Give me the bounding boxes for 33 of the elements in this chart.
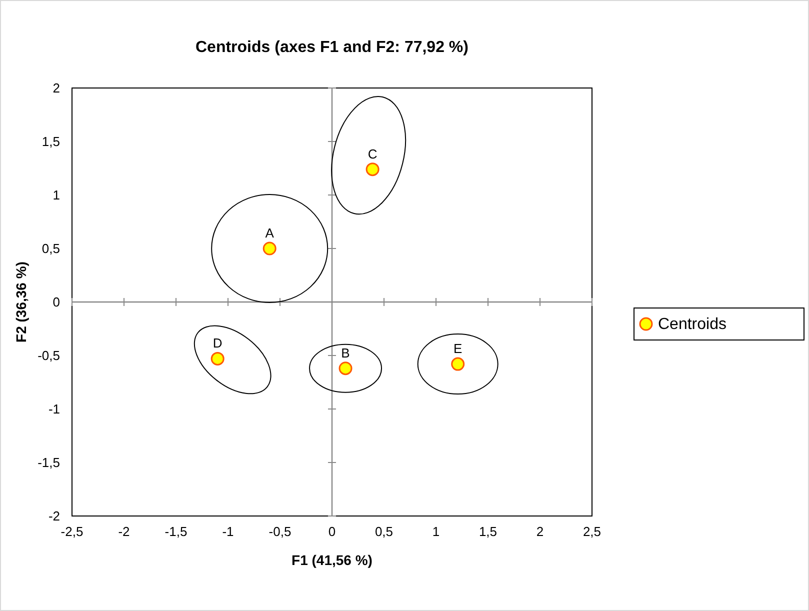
point xyxy=(366,162,380,176)
x-tick-label: 2,5 xyxy=(582,524,602,539)
point xyxy=(338,362,352,376)
x-tick-label: -0,5 xyxy=(268,524,292,539)
y-tick-label: 0 xyxy=(52,294,60,310)
x-axis-title: F1 (41,56 %) xyxy=(292,552,372,568)
annotation: C xyxy=(368,146,378,162)
point xyxy=(451,357,465,371)
x-tick-label: 2 xyxy=(536,524,544,539)
y-tick-label: 0,5 xyxy=(42,241,60,256)
legend-label: Centroids xyxy=(658,316,726,333)
x-tick-label: 0 xyxy=(328,524,336,539)
x-tick-label: 1,5 xyxy=(478,524,498,539)
x-tick-label: 0,5 xyxy=(374,524,394,539)
y-tick-label: 1 xyxy=(52,188,60,202)
y-tick-label: -0,5 xyxy=(38,348,60,363)
x-tick-label: -1 xyxy=(222,524,234,539)
y-axis-title: F2 (36,36 %) xyxy=(13,262,29,342)
x-tick-label: -1,5 xyxy=(164,524,188,539)
y-tick-label: -2 xyxy=(48,508,60,524)
y-tick-label: -1 xyxy=(48,402,60,416)
annotation: E xyxy=(454,341,463,356)
x-tick-label: 1 xyxy=(432,524,440,539)
y-tick-label: 1,5 xyxy=(42,134,60,149)
chart-title: Centroids (axes F1 and F2: 77,92 %) xyxy=(196,39,468,56)
x-tick-label: -2,5 xyxy=(60,524,84,539)
y-tick-label: -1,5 xyxy=(38,455,60,470)
x-tick-label: -2 xyxy=(118,524,130,539)
annotation: A xyxy=(265,226,274,240)
y-tick-label: 2 xyxy=(52,80,60,96)
annotation: D xyxy=(212,336,222,351)
point xyxy=(210,352,224,366)
annotation: B xyxy=(341,345,350,360)
